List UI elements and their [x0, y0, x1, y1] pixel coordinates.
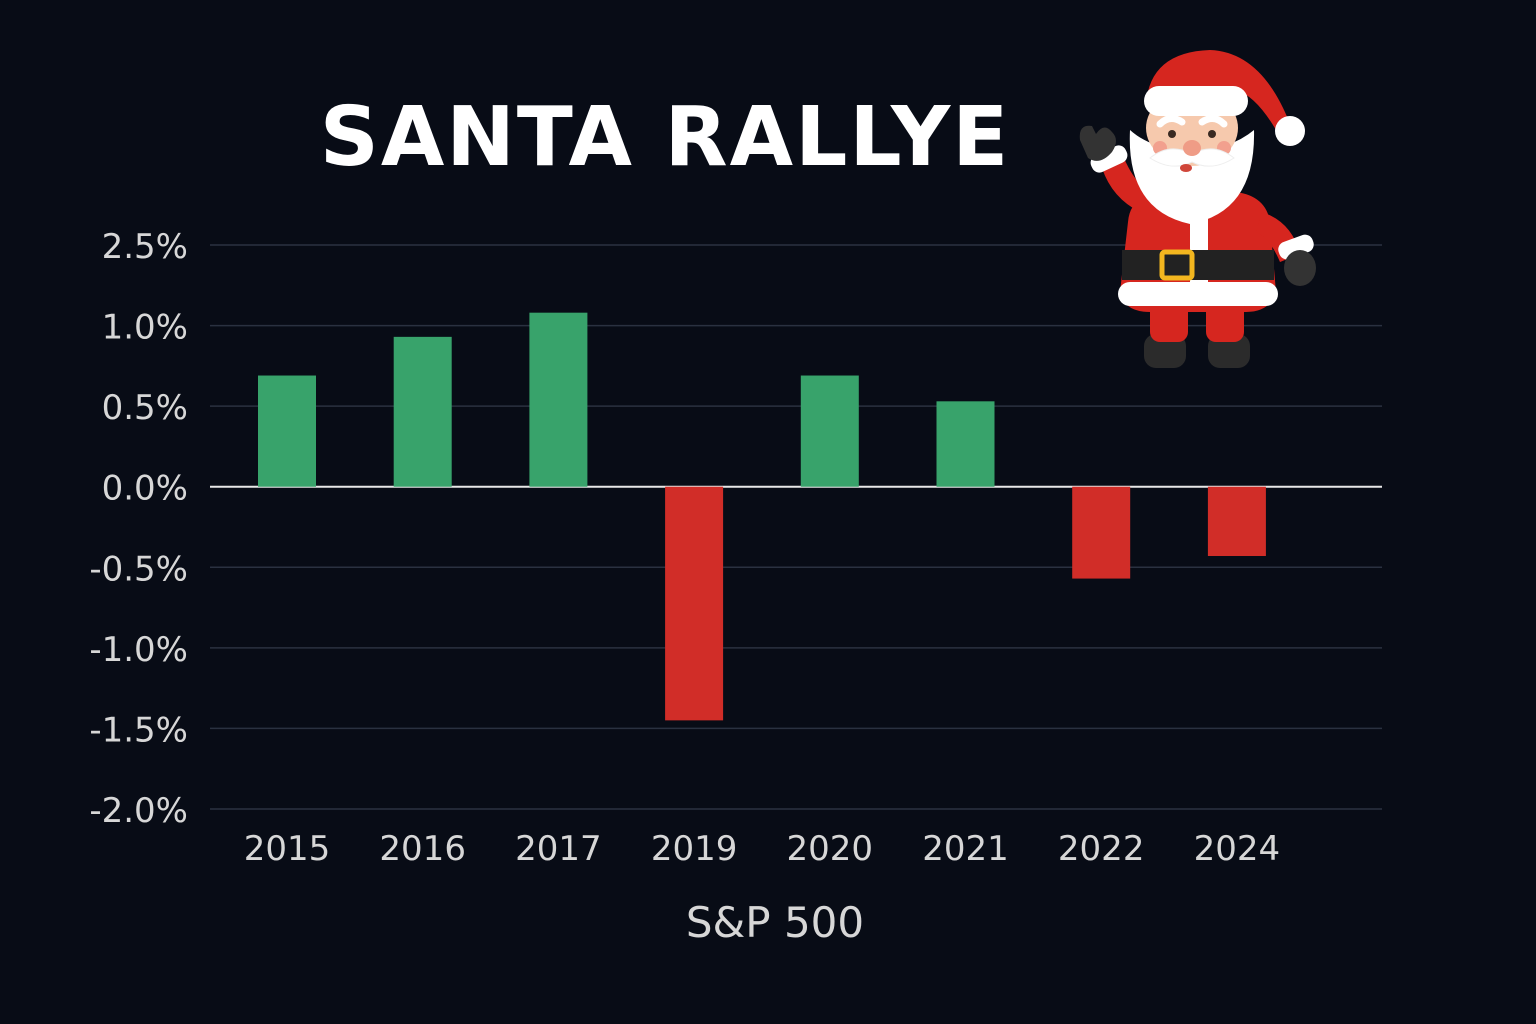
- bar-2015: [258, 375, 316, 487]
- x-tick-label-2017: 2017: [515, 829, 602, 869]
- y-tick-label: -1.5%: [89, 710, 188, 750]
- y-tick-label: -2.0%: [89, 791, 188, 831]
- x-tick-label-2024: 2024: [1194, 829, 1281, 869]
- santa-hat-pompom: [1275, 116, 1305, 146]
- x-tick-label-2020: 2020: [787, 829, 874, 869]
- santa-right-mitten: [1284, 250, 1316, 286]
- bar-2024: [1207, 486, 1266, 557]
- bar-2017: [529, 312, 588, 487]
- bar-2020: [800, 375, 859, 487]
- belt-buckle: [1159, 249, 1195, 281]
- bars: [258, 312, 1266, 721]
- y-tick-label: 0.0%: [102, 469, 188, 509]
- y-tick-label: 1.0%: [102, 308, 188, 348]
- chart-title: SANTA RALLYE: [320, 90, 1010, 185]
- santa-left-boot: [1144, 334, 1186, 368]
- y-tick-label: 2.5%: [102, 227, 188, 267]
- y-tick-label: -0.5%: [89, 549, 188, 589]
- santa-claus-icon: [1079, 50, 1316, 368]
- bar-2021: [936, 401, 995, 487]
- bar-2019: [665, 486, 724, 721]
- x-tick-label-2022: 2022: [1058, 829, 1145, 869]
- santa-waving-mitten: [1079, 125, 1116, 161]
- x-tick-label-2015: 2015: [244, 829, 331, 869]
- y-axis-tick-labels: 2.5% 1.0% 0.5% 0.0% -0.5% -1.0% -1.5% -2.0%: [89, 227, 188, 831]
- y-tick-label: 0.5%: [102, 388, 188, 428]
- bar-2016: [393, 336, 452, 487]
- x-axis-label: S&P 500: [686, 898, 864, 947]
- y-tick-label: -1.0%: [89, 630, 188, 670]
- bar-2022: [1072, 486, 1131, 579]
- x-tick-label-2016: 2016: [379, 829, 466, 869]
- x-tick-label-2021: 2021: [922, 829, 1009, 869]
- x-axis-tick-labels: 2015 2016 2017 2019 2020 2021 2022 2024: [244, 829, 1280, 869]
- x-tick-label-2019: 2019: [651, 829, 738, 869]
- santa-belt: [1122, 250, 1274, 280]
- santa-right-boot: [1208, 334, 1250, 368]
